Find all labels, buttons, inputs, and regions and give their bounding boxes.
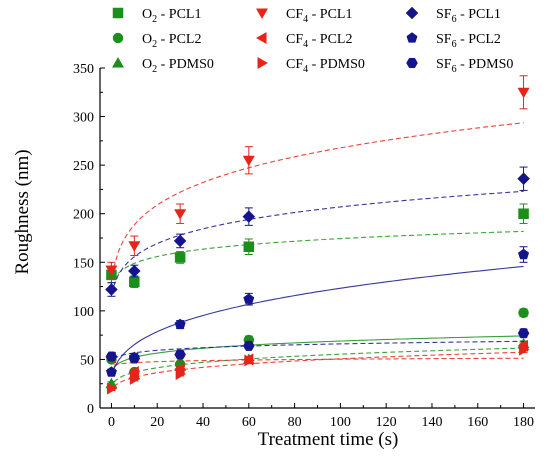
y-tick-label: 200: [73, 208, 94, 223]
data-point: [128, 241, 141, 252]
data-point: [105, 283, 118, 296]
y-tick-label: 100: [73, 305, 94, 320]
series-3: [105, 75, 530, 279]
x-tick-label: 160: [467, 415, 488, 430]
y-tick-label: 350: [73, 62, 94, 77]
legend-entry: SF6 - PCL1: [405, 6, 501, 25]
data-point: [174, 318, 186, 330]
legend-entry: O2 - PDMS0: [111, 56, 214, 75]
data-point: [517, 328, 530, 339]
fit-line: [113, 190, 524, 287]
data-point: [242, 155, 255, 167]
x-tick-label: 60: [242, 415, 256, 430]
data-point: [129, 372, 141, 385]
y-tick-label: 300: [73, 111, 94, 126]
data-point: [175, 367, 187, 381]
legend-marker: [406, 57, 418, 69]
data-point: [173, 234, 187, 248]
axes: 0 50 100 150 200 250 300 350 0 20 40 60 80 100 120 140 1…: [73, 62, 535, 430]
legend-label: O2 - PCL2: [142, 32, 201, 50]
legend-marker: [406, 32, 418, 43]
legend-label: SF6 - PCL2: [436, 32, 501, 50]
x-tick-label: 0: [108, 415, 115, 430]
fit-line: [113, 357, 524, 366]
legend-marker: [405, 6, 419, 20]
y-tick-label: 250: [73, 159, 94, 174]
data-point: [174, 252, 186, 263]
series-5: [106, 343, 530, 395]
x-tick-label: 140: [421, 415, 442, 430]
series-2: [105, 337, 530, 389]
data-point: [174, 349, 186, 360]
legend-entry: SF6 - PDMS0: [406, 57, 513, 75]
legend-marker: [255, 31, 267, 45]
legend-label: O2 - PDMS0: [142, 57, 214, 75]
fit-line: [113, 335, 524, 368]
data-point: [127, 264, 141, 278]
x-tick-label: 20: [150, 415, 164, 430]
data-point: [128, 365, 139, 379]
legend: O2 - PCL1 O2 - PCL2 O2 - PDMS0 CF4 - PCL1 CF…: [111, 6, 513, 75]
legend-label: CF4 - PCL1: [286, 7, 352, 25]
legend-label: O2 - PCL1: [142, 7, 201, 25]
series-4: [105, 339, 529, 379]
y-axis-title: Roughness (nm): [12, 149, 33, 274]
x-tick-label: 80: [288, 415, 302, 430]
data-point: [518, 208, 529, 219]
y-tick-label: 0: [87, 402, 94, 417]
x-axis-title: Treatment time (s): [258, 429, 399, 450]
fit-line: [113, 122, 524, 269]
data-point: [518, 307, 529, 319]
legend-marker: [257, 56, 269, 70]
data-point: [174, 209, 187, 220]
data-point: [105, 366, 117, 377]
y-tick-label: 50: [80, 353, 94, 368]
y-tick-label: 150: [73, 256, 94, 271]
data-point: [519, 343, 530, 356]
x-tick-label: 100: [330, 415, 351, 430]
data-point: [243, 293, 255, 304]
x-tick-label: 40: [196, 415, 210, 430]
data-point: [105, 265, 118, 277]
data-point: [243, 241, 255, 252]
legend-marker: [112, 7, 124, 19]
series-0: [106, 203, 529, 289]
legend-entry: CF4 - PCL2: [255, 31, 352, 50]
legend-label: CF4 - PCL2: [286, 32, 352, 50]
legend-entry: SF6 - PCL2: [406, 32, 501, 50]
data-point: [518, 248, 530, 260]
legend-entry: CF4 - PCL1: [255, 7, 352, 25]
data-point: [243, 340, 255, 351]
legend-entry: CF4 - PDMS0: [257, 56, 365, 75]
series-8: [105, 328, 530, 364]
legend-label: CF4 - PDMS0: [286, 57, 365, 75]
data-point: [128, 353, 141, 364]
data-point: [517, 87, 530, 99]
plot-area: [105, 75, 530, 395]
legend-marker: [112, 32, 124, 44]
fit-line: [113, 340, 524, 360]
data-point: [106, 382, 118, 395]
legend-entry: O2 - PCL1: [112, 7, 201, 25]
series-6: [105, 166, 530, 297]
data-point: [242, 210, 256, 223]
data-point: [517, 172, 530, 186]
x-tick-label: 120: [376, 415, 397, 430]
legend-marker: [111, 56, 125, 68]
legend-entry: O2 - PCL2: [112, 32, 201, 50]
legend-label: SF6 - PCL1: [436, 7, 501, 25]
data-point: [129, 276, 140, 287]
series-7: [105, 246, 530, 377]
x-tick-label: 180: [513, 415, 534, 430]
data-point: [105, 351, 118, 362]
data-point: [244, 354, 255, 367]
legend-marker: [255, 8, 269, 20]
legend-label: SF6 - PDMS0: [436, 57, 513, 75]
